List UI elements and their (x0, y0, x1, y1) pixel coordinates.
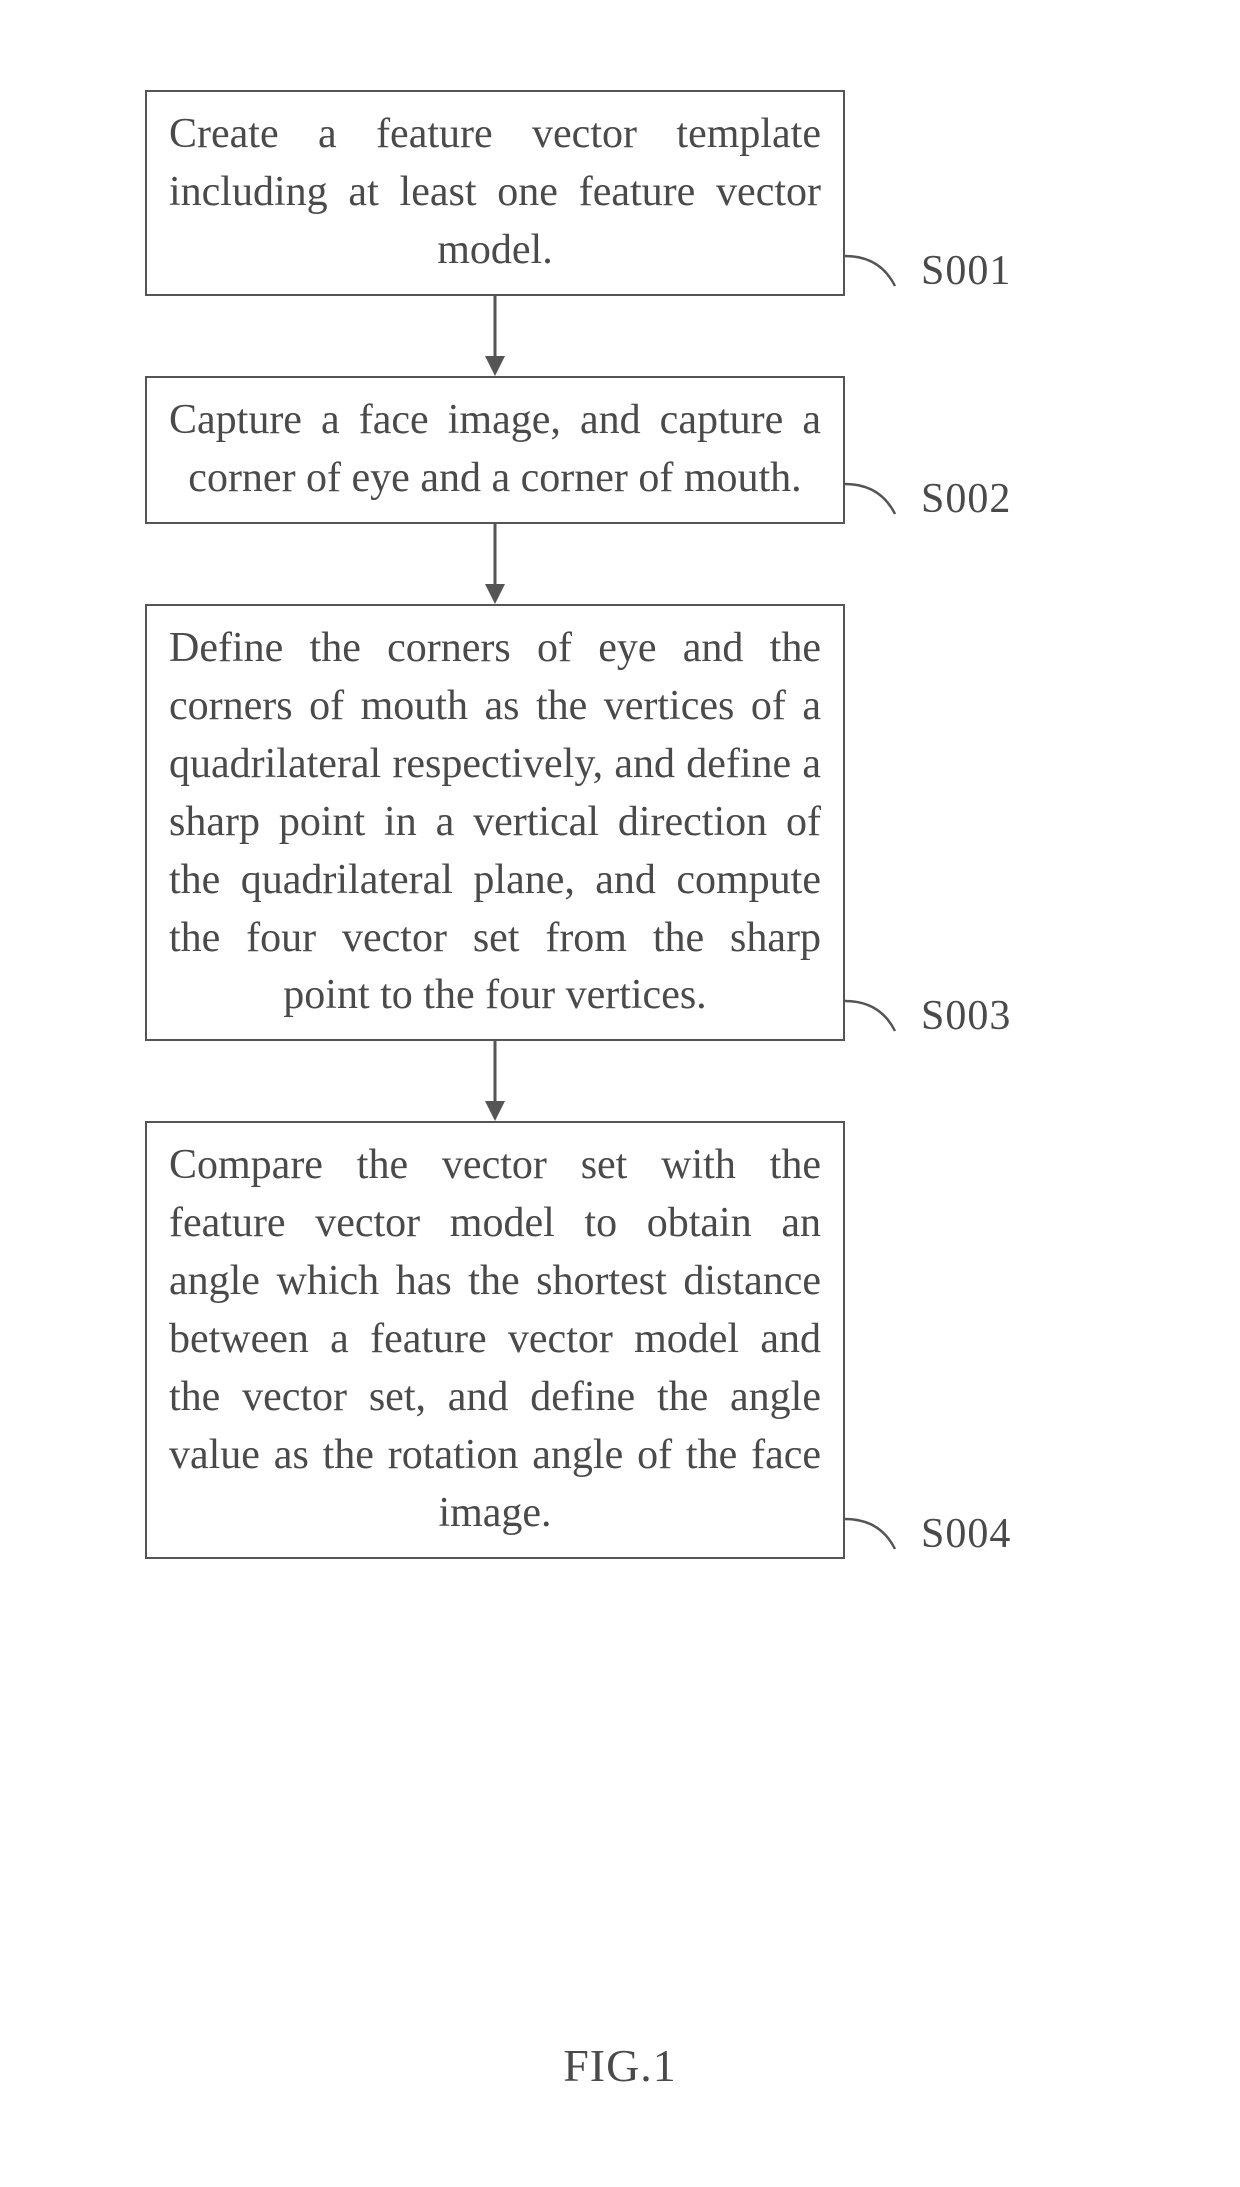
step-box-2: Capture a face image, and capture a corn… (145, 376, 845, 524)
step-box-3: Define the corners of eye and the corner… (145, 604, 845, 1042)
flowchart-container: Create a feature vector template includi… (145, 90, 1095, 1559)
step-row-1: Create a feature vector template includi… (145, 90, 1095, 296)
step-label-4: S004 (921, 1510, 1011, 1558)
callout-4: S004 (845, 1509, 1011, 1559)
step-box-1: Create a feature vector template includi… (145, 90, 845, 296)
arrow-1 (145, 296, 845, 376)
step-row-4: Compare the vector set with the feature … (145, 1121, 1095, 1559)
step-label-2: S002 (921, 475, 1011, 523)
callout-1: S001 (845, 246, 1011, 296)
arrow-3 (145, 1041, 845, 1121)
callout-3: S003 (845, 991, 1011, 1041)
figure-label: FIG.1 (0, 2039, 1240, 2092)
callout-2: S002 (845, 474, 1011, 524)
step-label-1: S001 (921, 247, 1011, 295)
step-label-3: S003 (921, 992, 1011, 1040)
arrow-2 (145, 524, 845, 604)
step-row-2: Capture a face image, and capture a corn… (145, 376, 1095, 524)
step-row-3: Define the corners of eye and the corner… (145, 604, 1095, 1042)
step-box-4: Compare the vector set with the feature … (145, 1121, 845, 1559)
